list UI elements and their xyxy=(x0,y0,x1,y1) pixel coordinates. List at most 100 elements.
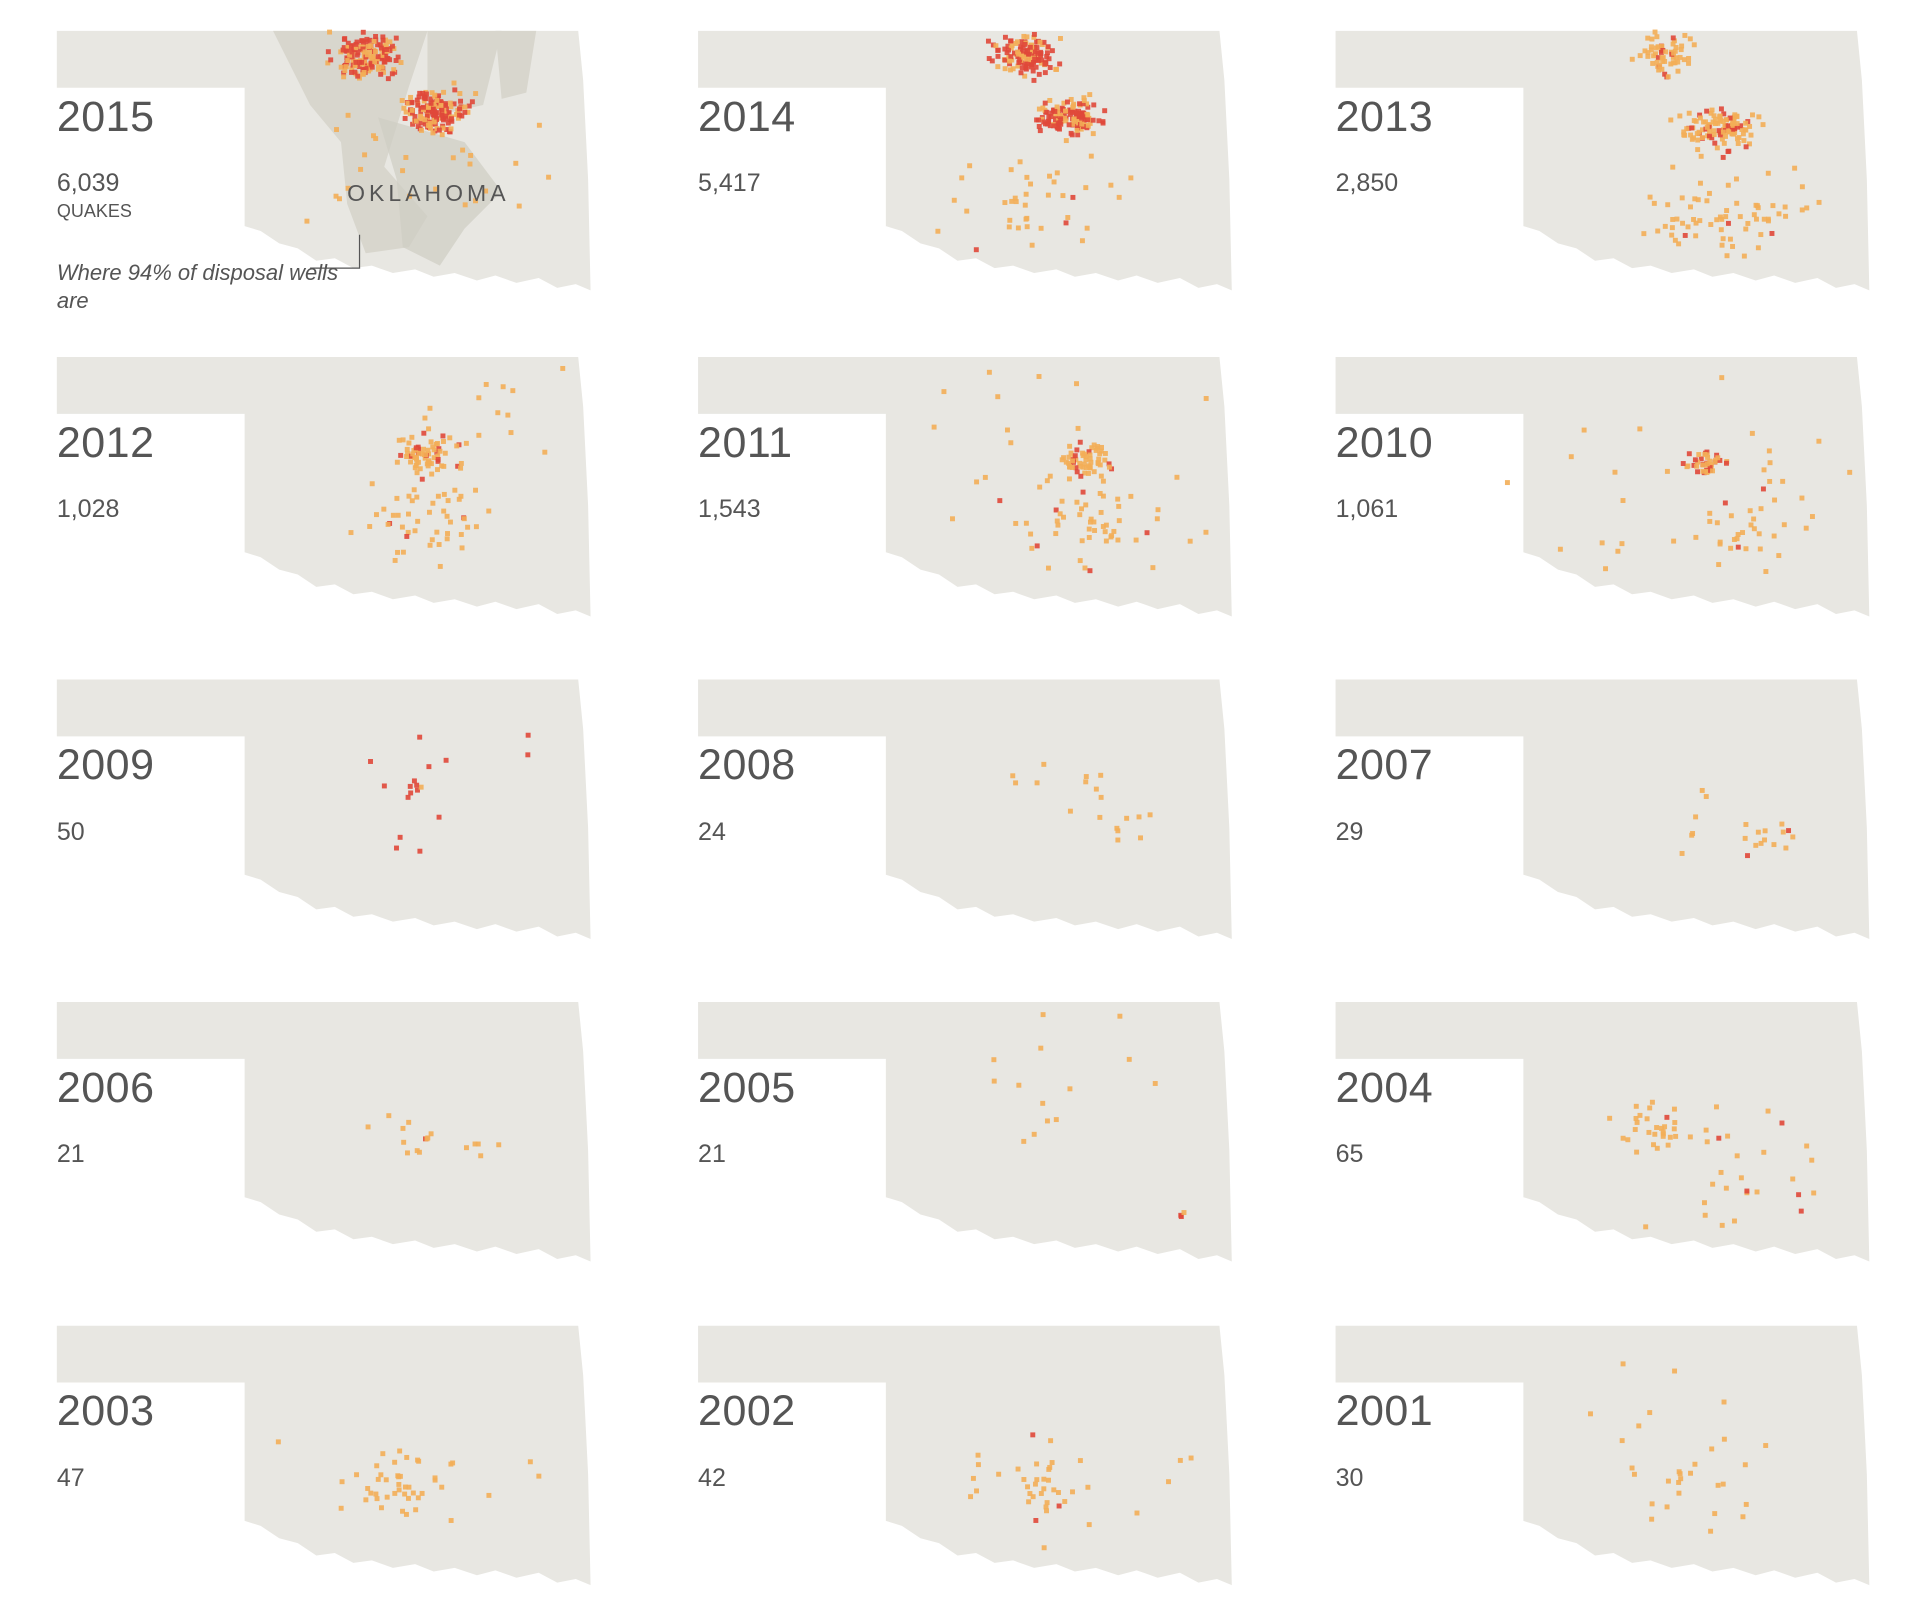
quake-dot xyxy=(525,752,531,758)
quake-dot xyxy=(1021,54,1027,60)
quake-dot xyxy=(1054,518,1060,524)
quake-dot xyxy=(392,1490,398,1496)
quake-dot xyxy=(450,155,456,161)
quake-dot xyxy=(1743,546,1749,552)
quake-dot xyxy=(1093,447,1099,453)
quake-dot xyxy=(1078,473,1084,479)
quake-dot xyxy=(1038,57,1044,63)
quake-dot xyxy=(422,415,428,421)
quake-dot xyxy=(425,447,431,453)
quake-dot xyxy=(1739,127,1745,132)
quake-dot xyxy=(1760,122,1766,128)
quake-dot xyxy=(1109,533,1115,539)
quake-dot xyxy=(1059,498,1065,504)
quake-dot xyxy=(434,440,440,446)
state-shape xyxy=(1335,30,1870,291)
quake-dot xyxy=(349,69,355,75)
quake-dot xyxy=(375,54,381,60)
quake-dot xyxy=(1731,537,1737,542)
quake-dot xyxy=(444,513,450,519)
quake-dot xyxy=(457,106,462,112)
quake-dot xyxy=(461,516,467,522)
quake-dot xyxy=(378,1505,384,1511)
quake-dot xyxy=(1002,46,1008,52)
quake-dot xyxy=(1695,469,1701,475)
quake-dot xyxy=(383,1477,389,1483)
quake-dot xyxy=(1692,196,1698,202)
quake-dot xyxy=(1054,104,1060,110)
quake-dot xyxy=(1649,1501,1655,1507)
quake-dot xyxy=(1642,48,1648,54)
quake-dot xyxy=(1756,531,1762,537)
quake-dot xyxy=(1029,242,1035,248)
quake-dot xyxy=(995,64,1001,70)
quake-dot xyxy=(1116,503,1122,509)
quake-dot xyxy=(409,434,415,440)
quake-dot xyxy=(473,487,479,493)
quake-dot xyxy=(360,67,366,73)
quake-dot xyxy=(1742,127,1748,133)
quake-dot xyxy=(417,734,423,740)
quake-dot xyxy=(1647,1105,1653,1111)
quake-dot xyxy=(394,845,399,851)
quake-dot xyxy=(1102,529,1108,535)
quake-dot xyxy=(1084,122,1090,128)
quake-dot xyxy=(404,533,410,539)
quake-dot xyxy=(1080,464,1086,470)
quake-dot xyxy=(1041,1486,1047,1492)
quake-dot xyxy=(1181,1210,1187,1216)
quake-dot xyxy=(1711,113,1717,119)
quake-dot xyxy=(1065,215,1071,220)
quake-dot xyxy=(1075,425,1081,431)
quake-dot xyxy=(1760,486,1766,492)
quake-dot xyxy=(395,54,401,60)
year-label: 2004 xyxy=(1335,1063,1434,1112)
quake-dot xyxy=(1081,461,1087,467)
quake-dot xyxy=(1691,42,1697,48)
quake-dot xyxy=(1741,253,1747,259)
quake-dot xyxy=(379,52,385,58)
quake-dot xyxy=(1707,510,1713,516)
quake-dot xyxy=(1672,60,1678,66)
quake-dot xyxy=(473,524,479,530)
quake-dot xyxy=(454,443,460,449)
quake-dot xyxy=(1083,774,1089,780)
state-map xyxy=(1335,679,1870,939)
quake-dot xyxy=(1692,457,1698,463)
quake-dot xyxy=(414,494,420,500)
quake-dot xyxy=(1063,220,1069,226)
quake-dot xyxy=(1686,55,1692,61)
quake-dot xyxy=(1023,65,1029,71)
quake-dot xyxy=(399,524,405,530)
quake-dot xyxy=(1203,529,1209,535)
quake-dot xyxy=(1761,467,1767,473)
quake-dot xyxy=(450,1460,456,1466)
quake-dot xyxy=(406,440,412,446)
quake-dot xyxy=(373,49,379,55)
quake-dot xyxy=(371,133,376,139)
quake-dot xyxy=(1681,57,1687,63)
quake-dot xyxy=(367,524,373,529)
quake-dot xyxy=(1734,536,1740,542)
quake-dot xyxy=(1649,1099,1655,1105)
quake-dot xyxy=(428,439,434,445)
quake-dot xyxy=(397,1448,403,1454)
quake-dot xyxy=(996,1471,1002,1477)
quake-dot xyxy=(1693,220,1699,226)
quake-dot xyxy=(1087,92,1093,98)
quake-dot xyxy=(1730,244,1736,249)
quake-dot xyxy=(1016,51,1022,57)
quake-dot xyxy=(1682,32,1688,38)
quake-dot xyxy=(406,511,411,517)
quake-dot xyxy=(325,60,331,66)
quake-dot xyxy=(1722,123,1728,129)
quake-dot xyxy=(1097,451,1103,457)
quake-dot xyxy=(1086,526,1092,532)
quake-dot xyxy=(431,112,437,118)
quake-dot xyxy=(1031,34,1037,40)
quake-dot xyxy=(394,459,400,465)
quake-dot xyxy=(974,479,980,485)
quake-dot xyxy=(1069,465,1075,470)
quake-dot xyxy=(378,1472,384,1478)
quake-dot xyxy=(1087,120,1093,126)
